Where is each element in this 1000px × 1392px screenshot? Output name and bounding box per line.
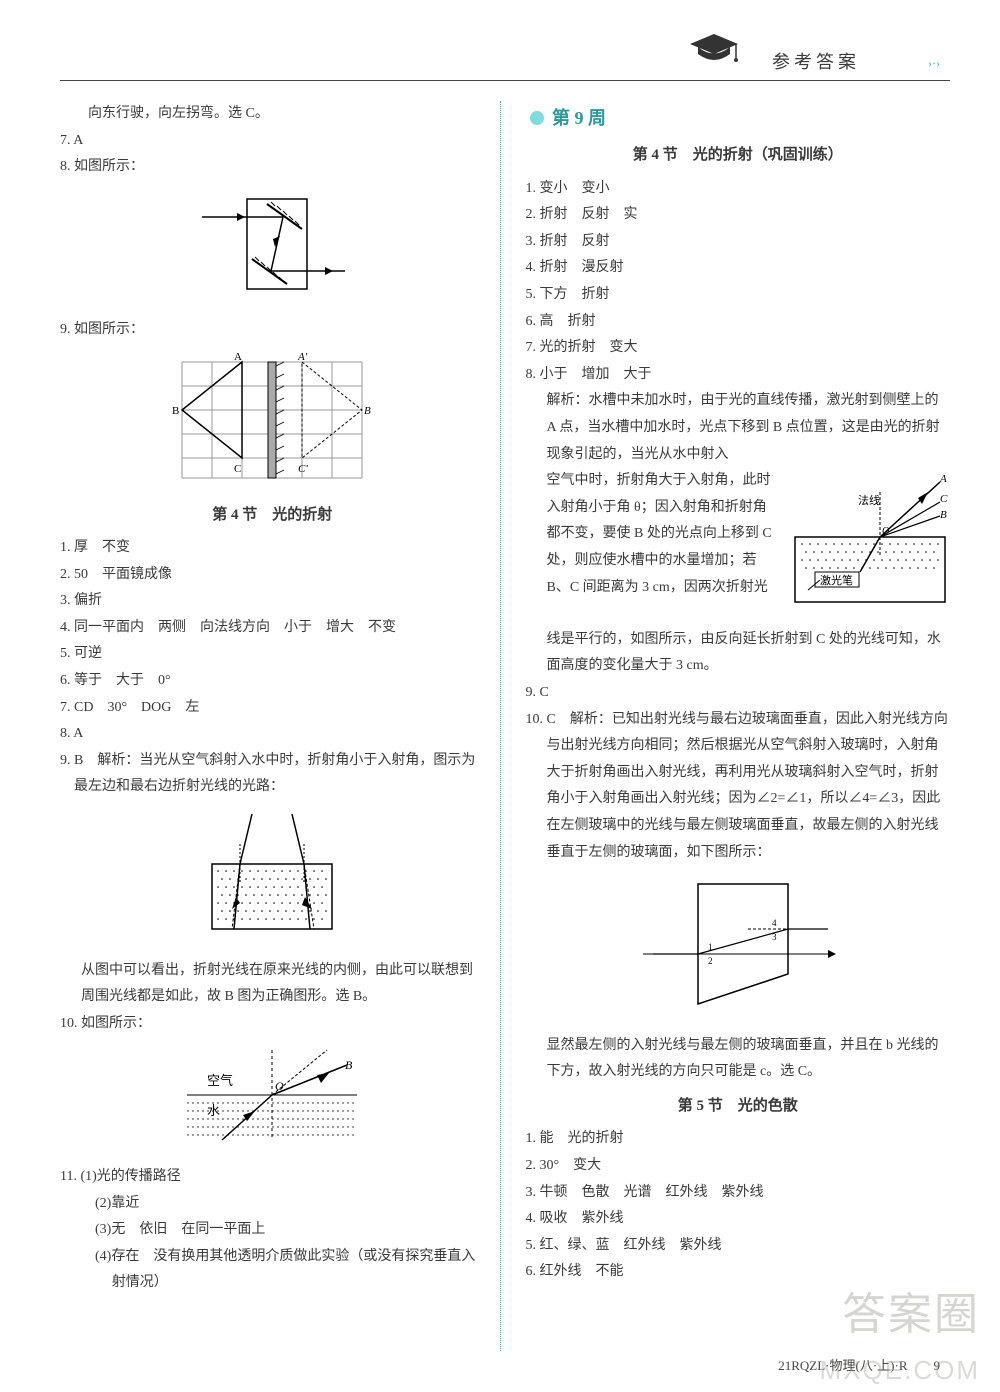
text-with-figure: 激光笔 法线 A C B O bbox=[526, 468, 951, 627]
content-columns: 向东行驶，向左拐弯。选 C。 7. A 8. 如图所示： bbox=[60, 101, 950, 1351]
figure-glass-block: 1 2 4 3 bbox=[526, 874, 951, 1025]
section-title: 第 4 节 光的折射 bbox=[60, 501, 485, 530]
text-line: 3. 偏折 bbox=[60, 588, 485, 615]
svg-text:4: 4 bbox=[772, 918, 777, 928]
text-line: 2. 50 平面镜成像 bbox=[60, 562, 485, 589]
text-line: 6. 高 折射 bbox=[526, 309, 951, 336]
label-B: B bbox=[172, 405, 179, 417]
label-normal: 法线 bbox=[858, 493, 880, 507]
text-line: 7. CD 30° DOG 左 bbox=[60, 695, 485, 722]
text-line: 4. 吸收 紫外线 bbox=[526, 1206, 951, 1233]
text-line: (4)存在 没有换用其他透明介质做此实验（或没有探究垂直入射情况） bbox=[60, 1244, 485, 1297]
left-column: 向东行驶，向左拐弯。选 C。 7. A 8. 如图所示： bbox=[60, 101, 501, 1351]
right-column: 第 9 周 第 4 节 光的折射（巩固训练） 1. 变小 变小 2. 折射 反射… bbox=[521, 101, 951, 1351]
text-line: 4. 折射 漫反射 bbox=[526, 255, 951, 282]
text-line: 7. A bbox=[60, 128, 485, 155]
label-O: O bbox=[882, 526, 889, 537]
label-air: 空气 bbox=[207, 1073, 233, 1088]
label-laser: 激光笔 bbox=[820, 573, 853, 587]
label-Cp: C' bbox=[298, 463, 308, 475]
page-header: 参考答案 ›·› bbox=[60, 30, 950, 81]
label-A: A bbox=[234, 352, 242, 363]
page: 参考答案 ›·› 向东行驶，向左拐弯。选 C。 7. A 8. 如图所示： bbox=[0, 0, 1000, 1392]
text-line: 3. 折射 反射 bbox=[526, 229, 951, 256]
text-line: 6. 等于 大于 0° bbox=[60, 668, 485, 695]
svg-text:2: 2 bbox=[708, 956, 713, 966]
text-line: 8. 如图所示： bbox=[60, 154, 485, 181]
figure-air-water-ray: 空气 水 O B bbox=[60, 1045, 485, 1156]
header-title: 参考答案 bbox=[772, 48, 860, 74]
text-line: 线是平行的，如图所示，由反向延长折射到 C 处的光线可知，水面高度的变化量大于 … bbox=[526, 627, 951, 680]
text-line: 7. 光的折射 变大 bbox=[526, 335, 951, 362]
figure-water-tank: 激光笔 法线 A C B O bbox=[790, 472, 950, 623]
text-line: 8. 小于 增加 大于 bbox=[526, 362, 951, 389]
text-line: 2. 折射 反射 实 bbox=[526, 202, 951, 229]
text-line: 5. 下方 折射 bbox=[526, 282, 951, 309]
text-line: 4. 同一平面内 两侧 向法线方向 小于 增大 不变 bbox=[60, 615, 485, 642]
text-line: 1. 厚 不变 bbox=[60, 535, 485, 562]
text-line: 6. 红外线 不能 bbox=[526, 1259, 951, 1286]
label-Ap: A' bbox=[297, 352, 308, 363]
text-line: 11. (1)光的传播路径 bbox=[60, 1164, 485, 1191]
label-C: C bbox=[940, 493, 948, 505]
text-line: 10. 如图所示： bbox=[60, 1011, 485, 1038]
text-line: 解析：水槽中未加水时，由于光的直线传播，激光射到侧壁上的 A 点，当水槽中加水时… bbox=[526, 388, 951, 468]
text-line: 9. C bbox=[526, 680, 951, 707]
text-line: 5. 红、绿、蓝 红外线 紫外线 bbox=[526, 1233, 951, 1260]
label-water: 水 bbox=[207, 1103, 220, 1118]
week-title: 第 9 周 bbox=[526, 101, 951, 135]
header-arrow-icon: ›·› bbox=[928, 56, 940, 71]
text-line: 1. 能 光的折射 bbox=[526, 1126, 951, 1153]
cap-icon bbox=[688, 30, 740, 73]
figure-periscope bbox=[60, 189, 485, 310]
text-line: 1. 变小 变小 bbox=[526, 176, 951, 203]
label-A: A bbox=[939, 473, 947, 485]
section-title: 第 4 节 光的折射（巩固训练） bbox=[526, 141, 951, 170]
page-footer: 21RQZL·物理(八·上)·R 9 bbox=[778, 1355, 940, 1374]
week-label: 第 9 周 bbox=[552, 108, 606, 128]
bullet-icon bbox=[530, 111, 544, 125]
text-line: 5. 可逆 bbox=[60, 641, 485, 668]
text-line: (3)无 依旧 在同一平面上 bbox=[60, 1217, 485, 1244]
text-line: (2)靠近 bbox=[60, 1191, 485, 1218]
label-C: C bbox=[234, 463, 241, 475]
text-line: 8. A bbox=[60, 721, 485, 748]
svg-text:3: 3 bbox=[772, 932, 777, 942]
text-line: 3. 牛顿 色散 光谱 红外线 紫外线 bbox=[526, 1180, 951, 1207]
section-title: 第 5 节 光的色散 bbox=[526, 1092, 951, 1121]
text-line: 2. 30° 变大 bbox=[526, 1153, 951, 1180]
label-B: B bbox=[940, 509, 947, 521]
text-line: 从图中可以看出，折射光线在原来光线的内侧，由此可以联想到周围光线都是如此，故 B… bbox=[60, 958, 485, 1011]
text-line: 向东行驶，向左拐弯。选 C。 bbox=[60, 101, 485, 128]
text-line: 空气中时，折射角大于入射角，此时入射角小于角 θ；因入射角和折射角都不变，要使 … bbox=[547, 473, 772, 594]
text-line: 显然最左侧的入射光线与最左侧的玻璃面垂直，并且在 b 光线的下方，故入射光线的方… bbox=[526, 1033, 951, 1086]
label-Bp: B' bbox=[364, 405, 372, 417]
text-line: 9. 如图所示： bbox=[60, 317, 485, 344]
figure-water-refraction bbox=[60, 809, 485, 950]
text-line: 9. B 解析：当光从空气斜射入水中时，折射角小于入射角，图示为最左边和最右边折… bbox=[60, 748, 485, 801]
text-line: 10. C 解析：已知出射光线与最右边玻璃面垂直，因此入射光线方向与出射光线方向… bbox=[526, 707, 951, 867]
figure-mirror-image-grid: A A' B B' C C' bbox=[60, 352, 485, 493]
svg-text:1: 1 bbox=[708, 942, 713, 952]
